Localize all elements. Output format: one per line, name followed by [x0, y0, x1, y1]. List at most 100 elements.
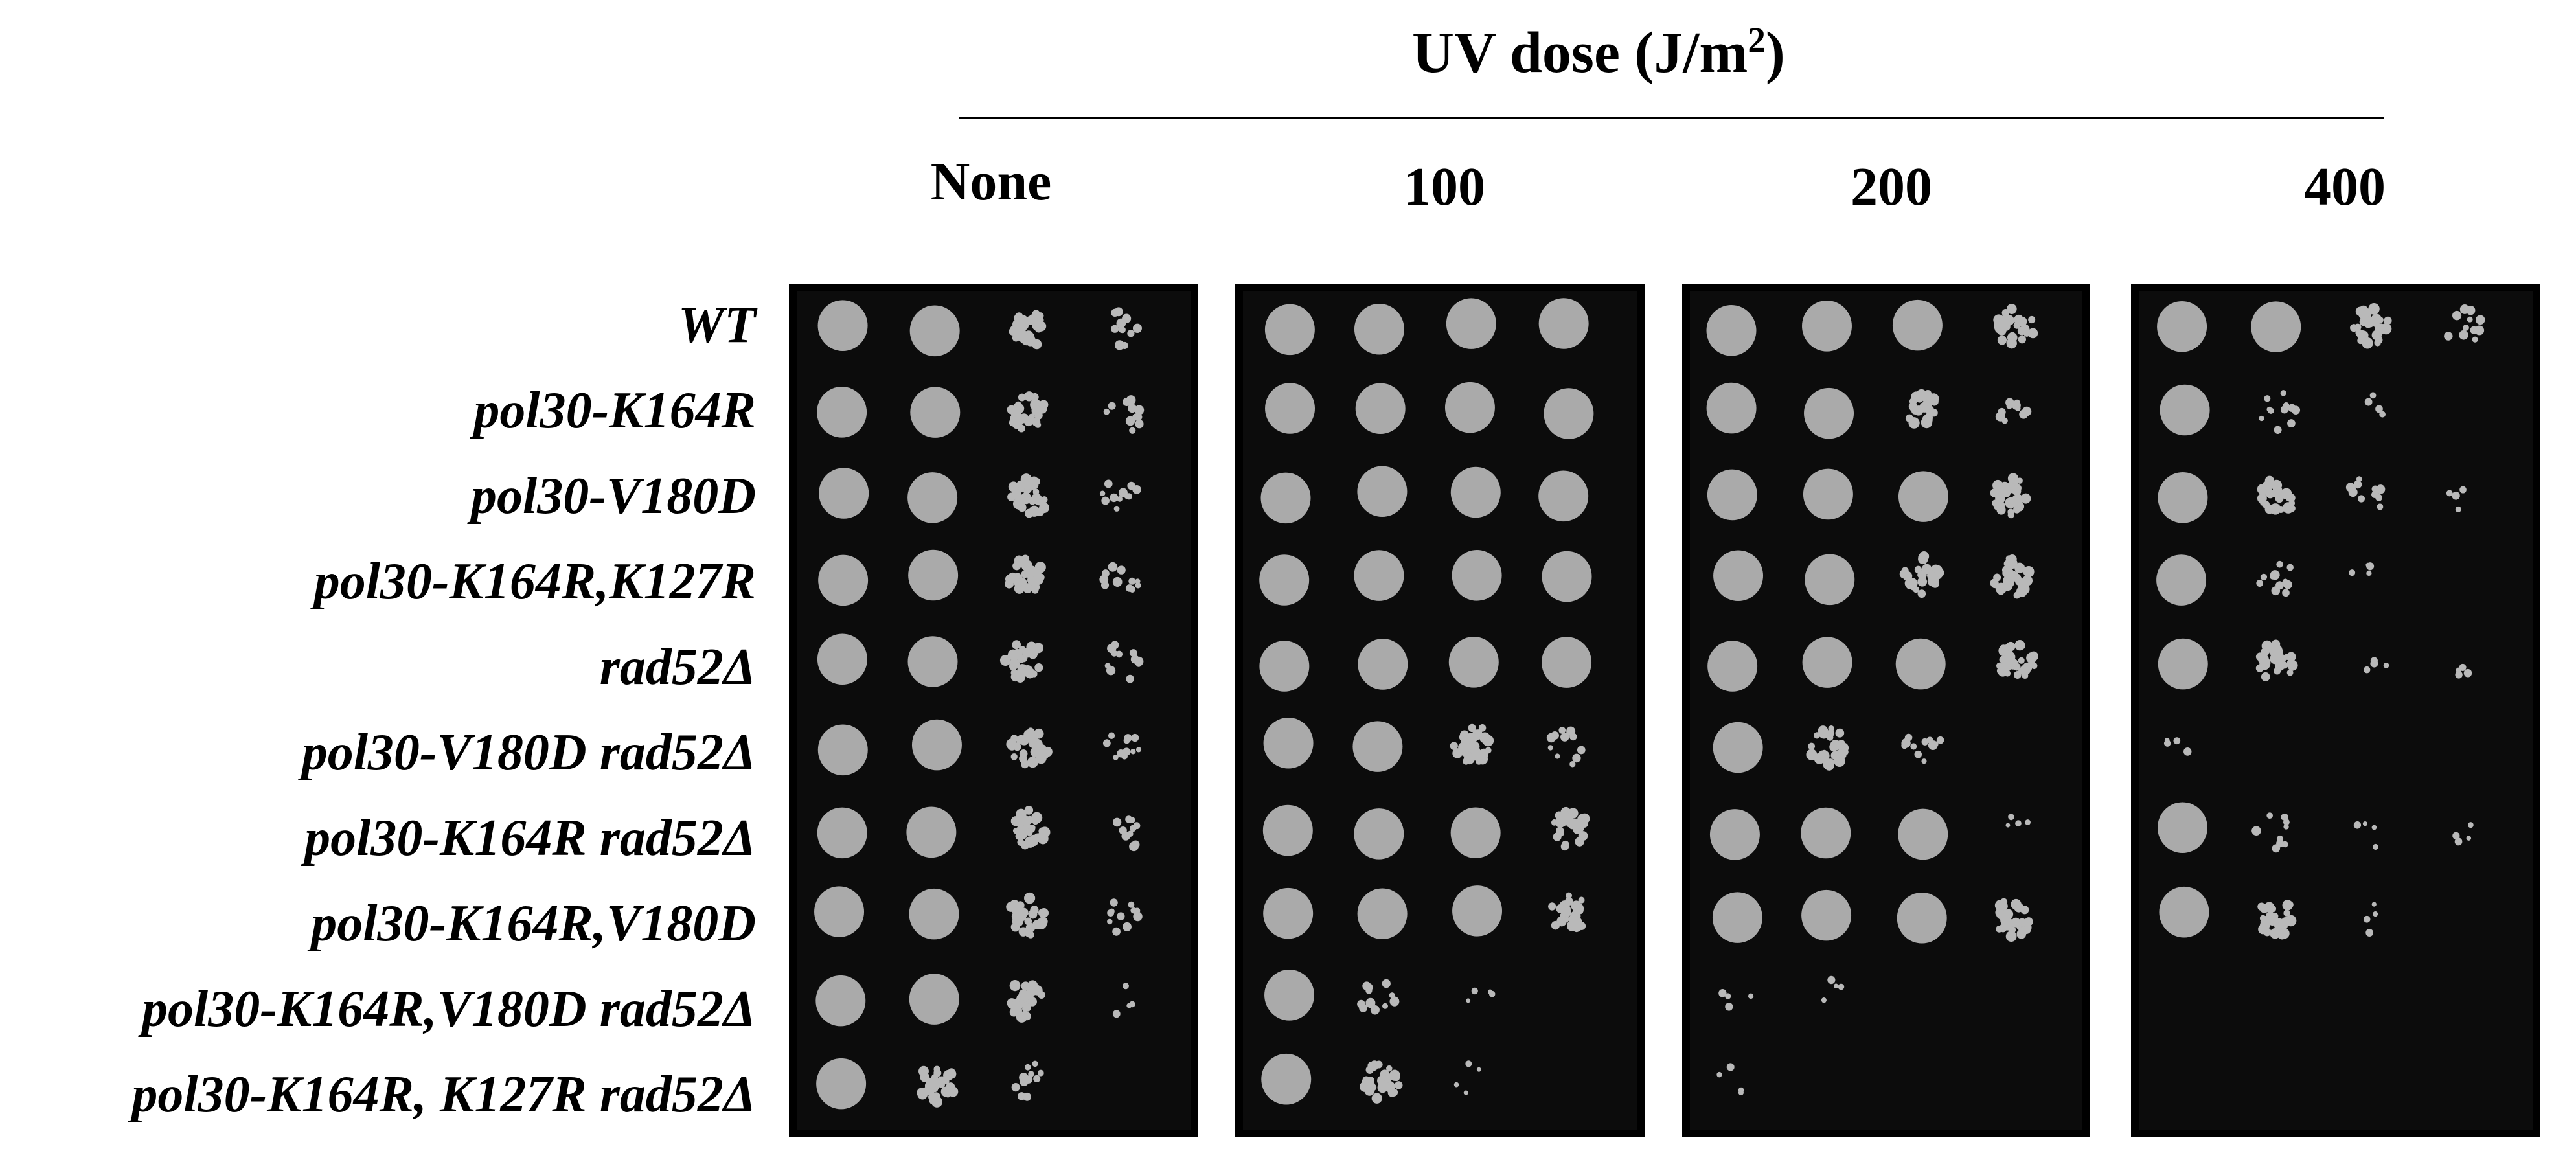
- colony-spot: [2349, 562, 2375, 576]
- colony-spot: [817, 300, 868, 351]
- colony-spot: [911, 719, 962, 771]
- plate-400: [2131, 284, 2540, 1137]
- strain-label-pol30-k164r-k127r: pol30-K164R,K127R: [313, 553, 756, 610]
- colony-spot: [2159, 886, 2209, 938]
- colony-spot: [1007, 980, 1045, 1023]
- colony-spot: [1006, 727, 1053, 769]
- colony-spot: [1259, 641, 1310, 692]
- colony-spot: [2345, 476, 2386, 510]
- colony-spot: [1542, 551, 1592, 602]
- colony-spot: [1264, 304, 1315, 356]
- colony-spot: [2257, 475, 2296, 515]
- colony-spot: [1262, 804, 1313, 856]
- colony-spot: [816, 1058, 867, 1110]
- colony-spot: [1099, 479, 1141, 512]
- colony-spot: [909, 888, 959, 940]
- colony-spot: [2446, 486, 2467, 512]
- colony-spot: [1546, 726, 1586, 768]
- colony-spot: [1990, 554, 2035, 599]
- uv-dose-title: UV dose (J/m2): [1412, 20, 1785, 85]
- colony-spot: [2256, 560, 2294, 597]
- colony-spot: [917, 1065, 959, 1108]
- plate-100: [1235, 284, 1645, 1137]
- colony-spot: [1357, 888, 1408, 940]
- colony-spot: [1450, 723, 1494, 765]
- colony-spot: [1895, 638, 1946, 690]
- colony-spot: [1805, 554, 1855, 606]
- colony-spot: [1354, 808, 1404, 860]
- colony-spot: [1996, 640, 2038, 679]
- colony-spot: [2444, 304, 2485, 343]
- colony-spot: [2350, 302, 2392, 349]
- colony-spot: [1261, 1053, 1312, 1105]
- colony-spot: [1804, 387, 1854, 439]
- colony-spot: [1006, 892, 1049, 939]
- colony-spot: [1446, 298, 1496, 349]
- colony-spot: [1010, 806, 1051, 850]
- plate-200: [1682, 284, 2090, 1137]
- colony-spot: [817, 724, 868, 776]
- colony-spot: [1099, 562, 1141, 593]
- dose-label-100: 100: [1404, 157, 1485, 217]
- colony-spot: [1802, 637, 1852, 688]
- colony-spot: [2363, 902, 2378, 937]
- colony-spot: [1112, 983, 1135, 1018]
- colony-spot: [1103, 395, 1145, 434]
- colony-spot: [1111, 307, 1142, 350]
- colony-spot: [1716, 1063, 1744, 1095]
- plate-none: [789, 284, 1198, 1137]
- colony-spot: [1007, 391, 1049, 433]
- colony-spot: [906, 806, 957, 858]
- colony-spot: [1994, 898, 2033, 942]
- colony-spot: [1709, 809, 1760, 860]
- colony-spot: [1803, 468, 1853, 520]
- colony-spot: [1542, 637, 1592, 688]
- colony-spot: [817, 387, 867, 438]
- colony-spot: [2455, 663, 2472, 679]
- colony-spot: [1357, 979, 1400, 1015]
- colony-spot: [1352, 721, 1403, 772]
- colony-spot: [1452, 885, 1503, 937]
- colony-spot: [2156, 554, 2207, 606]
- colony-spot: [2163, 737, 2192, 756]
- colony-spot: [1899, 551, 1944, 598]
- colony-spot: [2251, 301, 2301, 352]
- colony-spot: [1444, 382, 1495, 433]
- colony-spot: [1005, 554, 1046, 594]
- colony-spot: [1707, 469, 1757, 521]
- colony-spot: [1901, 733, 1944, 764]
- colony-spot: [1544, 388, 1594, 439]
- colony-spot: [1360, 1060, 1403, 1104]
- colony-spot: [1450, 807, 1501, 859]
- dose-label-200: 200: [1851, 157, 1932, 217]
- colony-spot: [1892, 299, 1943, 351]
- colony-spot: [1009, 310, 1047, 350]
- strain-label-pol30-v180d-rad52: pol30-V180D rad52Δ: [301, 724, 756, 781]
- strain-label-pol30-k164r-k127r-rad52: pol30-K164R, K127R rad52Δ: [131, 1066, 756, 1123]
- colony-spot: [1905, 389, 1939, 429]
- plate-none-spots: [814, 300, 1145, 1110]
- colony-spot: [1801, 889, 1852, 941]
- colony-spot: [817, 807, 867, 859]
- colony-spot: [1263, 887, 1314, 939]
- colony-spot: [1102, 732, 1142, 760]
- colony-spot: [2158, 638, 2208, 690]
- colony-spot: [817, 633, 867, 685]
- colony-spot: [1712, 892, 1762, 943]
- colony-spot: [1706, 304, 1757, 356]
- colony-spot: [2364, 657, 2389, 674]
- colony-spot: [818, 554, 869, 606]
- colony-spot: [1260, 472, 1311, 524]
- colony-spot: [1713, 550, 1764, 602]
- colony-spot: [2259, 390, 2301, 434]
- colony-spot: [1450, 466, 1501, 518]
- colony-spot: [1897, 893, 1947, 944]
- colony-spot: [907, 472, 958, 523]
- colony-spot: [1551, 806, 1590, 851]
- colony-spot: [1104, 641, 1144, 683]
- colony-spot: [1821, 975, 1845, 1003]
- colony-spot: [2160, 384, 2210, 436]
- strain-label-wt: WT: [678, 297, 756, 354]
- colony-spot: [1358, 639, 1408, 690]
- colony-spot: [1263, 717, 1314, 769]
